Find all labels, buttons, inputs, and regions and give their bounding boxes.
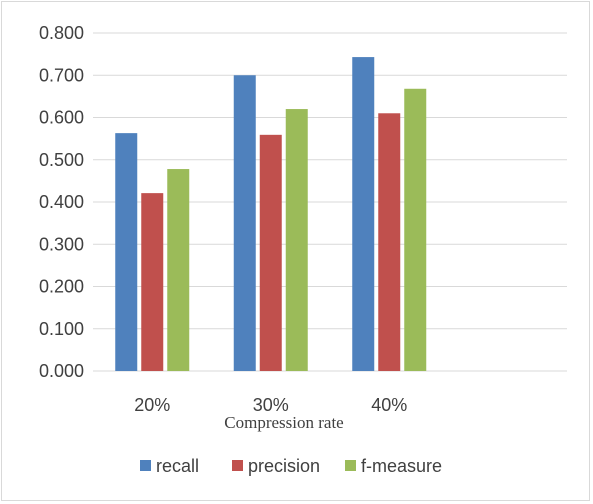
legend-label-f-measure: f-measure xyxy=(361,456,442,476)
bar-precision-20% xyxy=(141,193,164,371)
y-tick-label: 0.400 xyxy=(39,192,84,212)
x-axis-ticks: 20% 30% 40% xyxy=(134,395,407,415)
legend: recall precision f-measure xyxy=(140,456,442,476)
bar-precision-40% xyxy=(378,113,401,372)
bar-recall-30% xyxy=(233,75,256,371)
bars xyxy=(115,57,427,372)
gridlines xyxy=(93,32,567,372)
bar-f-measure-40% xyxy=(404,88,427,372)
legend-label-precision: precision xyxy=(248,456,320,476)
bar-precision-30% xyxy=(259,134,282,371)
y-tick-label: 0.300 xyxy=(39,234,84,254)
x-axis-title: Compression rate xyxy=(224,413,343,432)
bar-recall-20% xyxy=(115,133,138,371)
legend-swatch-f-measure xyxy=(345,460,356,471)
x-tick-label: 40% xyxy=(371,395,407,415)
bar-recall-40% xyxy=(352,57,375,372)
bar-f-measure-30% xyxy=(285,109,308,372)
y-axis-ticks: 0.000 0.100 0.200 0.300 0.400 0.500 0.600 0.700… xyxy=(39,23,84,381)
y-tick-label: 0.600 xyxy=(39,108,84,128)
x-tick-label: 20% xyxy=(134,395,170,415)
legend-swatch-precision xyxy=(232,460,243,471)
legend-swatch-recall xyxy=(140,460,151,471)
y-tick-label: 0.200 xyxy=(39,277,84,297)
y-tick-label: 0.800 xyxy=(39,23,84,43)
y-tick-label: 0.100 xyxy=(39,319,84,339)
y-tick-label: 0.700 xyxy=(39,65,84,85)
x-tick-label: 30% xyxy=(253,395,289,415)
y-tick-label: 0.000 xyxy=(39,361,84,381)
legend-label-recall: recall xyxy=(156,456,199,476)
bar-f-measure-20% xyxy=(167,169,190,371)
y-tick-label: 0.500 xyxy=(39,150,84,170)
